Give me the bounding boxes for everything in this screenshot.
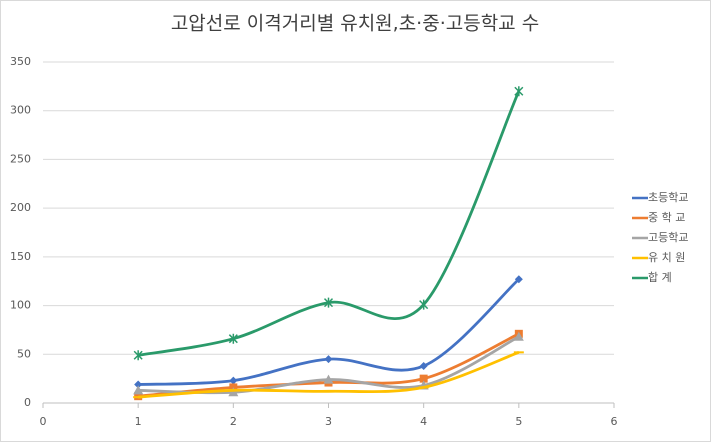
marker	[419, 299, 429, 310]
y-tick-label: 50	[17, 347, 31, 360]
legend-label: 중 학 교	[648, 211, 685, 224]
marker	[323, 297, 334, 308]
marker	[133, 385, 144, 395]
x-tick-label: 4	[420, 415, 427, 428]
legend-label: 유 치 원	[648, 251, 685, 264]
legend-label: 고등학교	[648, 231, 688, 244]
x-tick-label: 6	[611, 415, 618, 428]
x-tick-label: 1	[135, 415, 142, 428]
marker	[324, 355, 333, 364]
marker	[133, 350, 143, 361]
y-tick-label: 100	[10, 299, 31, 312]
x-tick-label: 0	[40, 415, 47, 428]
marker	[514, 275, 523, 284]
y-tick-label: 150	[10, 250, 31, 263]
y-tick-label: 200	[10, 201, 31, 214]
series-line	[137, 90, 521, 357]
x-tick-label: 3	[325, 415, 332, 428]
series-line	[138, 278, 520, 386]
x-tick-label: 5	[515, 415, 522, 428]
y-tick-label: 0	[24, 396, 31, 409]
marker	[419, 374, 428, 383]
chart-title: 고압선로 이격거리별 유치원,초·중·고등학교 수	[171, 13, 539, 35]
marker	[419, 361, 428, 370]
y-tick-label: 350	[10, 55, 31, 68]
x-tick-label: 2	[230, 415, 237, 428]
y-tick-label: 300	[10, 104, 31, 117]
marker	[229, 376, 238, 385]
y-tick-label: 250	[10, 152, 31, 165]
marker	[514, 86, 524, 97]
marker	[134, 380, 143, 389]
marker	[513, 331, 524, 341]
marker	[323, 374, 334, 384]
marker	[228, 333, 238, 344]
marker	[228, 387, 239, 397]
legend-label: 합 계	[648, 271, 672, 284]
legend-label: 초등학교	[648, 191, 688, 204]
